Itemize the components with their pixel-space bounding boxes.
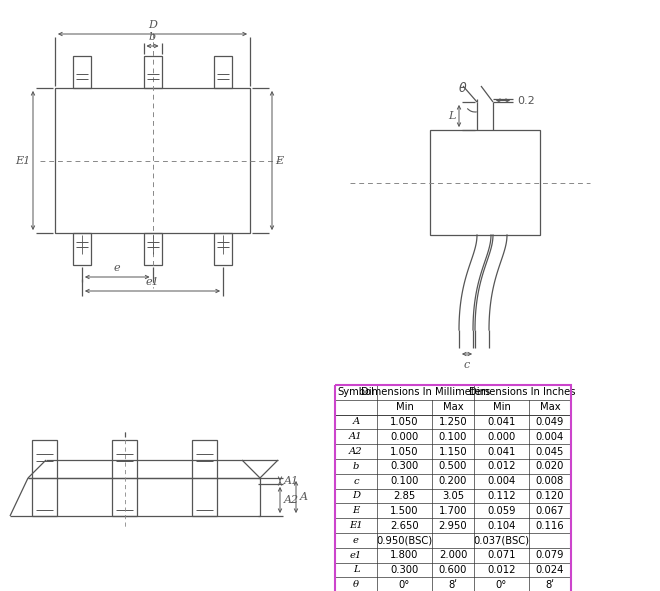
Text: Min: Min: [395, 402, 413, 412]
Text: 0.008: 0.008: [536, 476, 564, 486]
Text: b: b: [149, 32, 156, 42]
Bar: [214, 56, 232, 88]
Text: 2.950: 2.950: [439, 521, 467, 531]
Bar: [73, 56, 91, 88]
Text: 0.100: 0.100: [439, 432, 467, 442]
Text: 0.020: 0.020: [536, 462, 564, 472]
Bar: [335, 385, 571, 591]
Text: 0.500: 0.500: [439, 462, 467, 472]
Bar: [55, 88, 250, 233]
Text: 0.104: 0.104: [487, 521, 515, 531]
Bar: [430, 130, 540, 235]
Text: c: c: [464, 360, 470, 370]
Bar: [214, 233, 232, 265]
Text: e: e: [353, 536, 359, 545]
Text: 2.85: 2.85: [393, 491, 416, 501]
Text: e1: e1: [146, 277, 159, 287]
Text: 0.049: 0.049: [536, 417, 564, 427]
Bar: [73, 233, 91, 265]
Text: 0.120: 0.120: [536, 491, 564, 501]
Text: 0.112: 0.112: [487, 491, 516, 501]
Text: 0°: 0°: [496, 580, 507, 590]
Text: 0.116: 0.116: [536, 521, 564, 531]
Text: 0.200: 0.200: [439, 476, 467, 486]
Text: c: c: [353, 477, 359, 486]
Text: L: L: [449, 111, 456, 121]
Text: L: L: [352, 566, 359, 574]
Text: 2.000: 2.000: [439, 550, 467, 560]
Text: 2.650: 2.650: [390, 521, 419, 531]
Text: 1.150: 1.150: [439, 447, 467, 457]
Text: 0.071: 0.071: [487, 550, 515, 560]
Text: A1: A1: [284, 476, 299, 486]
Text: D: D: [148, 20, 157, 30]
Text: A2: A2: [284, 495, 299, 505]
Bar: [32, 440, 57, 516]
Text: 0.012: 0.012: [487, 565, 515, 575]
Text: 0.000: 0.000: [487, 432, 515, 442]
Text: 1.500: 1.500: [390, 506, 418, 516]
Bar: [143, 56, 162, 88]
Text: 0.300: 0.300: [390, 462, 418, 472]
Text: 0.950(BSC): 0.950(BSC): [376, 535, 432, 545]
Text: 0.041: 0.041: [487, 417, 515, 427]
Text: 0.037(BSC): 0.037(BSC): [473, 535, 529, 545]
Text: 0.012: 0.012: [487, 462, 515, 472]
Text: Dimensions In Millimeters: Dimensions In Millimeters: [361, 387, 490, 397]
Text: 1.050: 1.050: [390, 417, 418, 427]
Text: 0.067: 0.067: [536, 506, 564, 516]
Text: 0.045: 0.045: [536, 447, 564, 457]
Bar: [192, 440, 217, 516]
Text: 0.2: 0.2: [517, 96, 535, 106]
Text: E1: E1: [349, 521, 363, 530]
Text: 0.600: 0.600: [439, 565, 467, 575]
Text: E1: E1: [15, 155, 30, 165]
Text: b: b: [353, 462, 359, 471]
Text: 1.250: 1.250: [439, 417, 467, 427]
Bar: [112, 440, 137, 516]
Text: E: E: [352, 506, 360, 515]
Text: 3.05: 3.05: [442, 491, 464, 501]
Bar: [143, 233, 162, 265]
Text: A: A: [300, 492, 308, 502]
Text: 0°: 0°: [399, 580, 410, 590]
Text: 0.041: 0.041: [487, 447, 515, 457]
Text: A1: A1: [349, 432, 363, 441]
Text: 0.100: 0.100: [390, 476, 418, 486]
Text: 0.079: 0.079: [536, 550, 564, 560]
Text: 1.050: 1.050: [390, 447, 418, 457]
Text: 8ʹ: 8ʹ: [546, 580, 554, 590]
Text: A2: A2: [349, 447, 363, 456]
Text: θ: θ: [459, 82, 467, 95]
Text: A: A: [352, 417, 360, 427]
Text: 0.300: 0.300: [390, 565, 418, 575]
Text: θ: θ: [353, 580, 359, 589]
Text: 8ʹ: 8ʹ: [449, 580, 457, 590]
Text: 0.004: 0.004: [536, 432, 564, 442]
Text: Symbol: Symbol: [337, 387, 374, 397]
Text: 0.059: 0.059: [487, 506, 515, 516]
Text: D: D: [352, 492, 360, 501]
Text: 1.800: 1.800: [390, 550, 418, 560]
Text: Max: Max: [443, 402, 463, 412]
Text: 0.000: 0.000: [390, 432, 418, 442]
Text: e: e: [114, 263, 121, 273]
Text: 0.004: 0.004: [487, 476, 515, 486]
Text: Min: Min: [492, 402, 510, 412]
Text: E: E: [275, 155, 283, 165]
Text: Dimensions In Inches: Dimensions In Inches: [469, 387, 576, 397]
Text: 0.024: 0.024: [536, 565, 564, 575]
Text: e1: e1: [350, 551, 362, 560]
Text: Max: Max: [540, 402, 560, 412]
Text: 1.700: 1.700: [439, 506, 467, 516]
